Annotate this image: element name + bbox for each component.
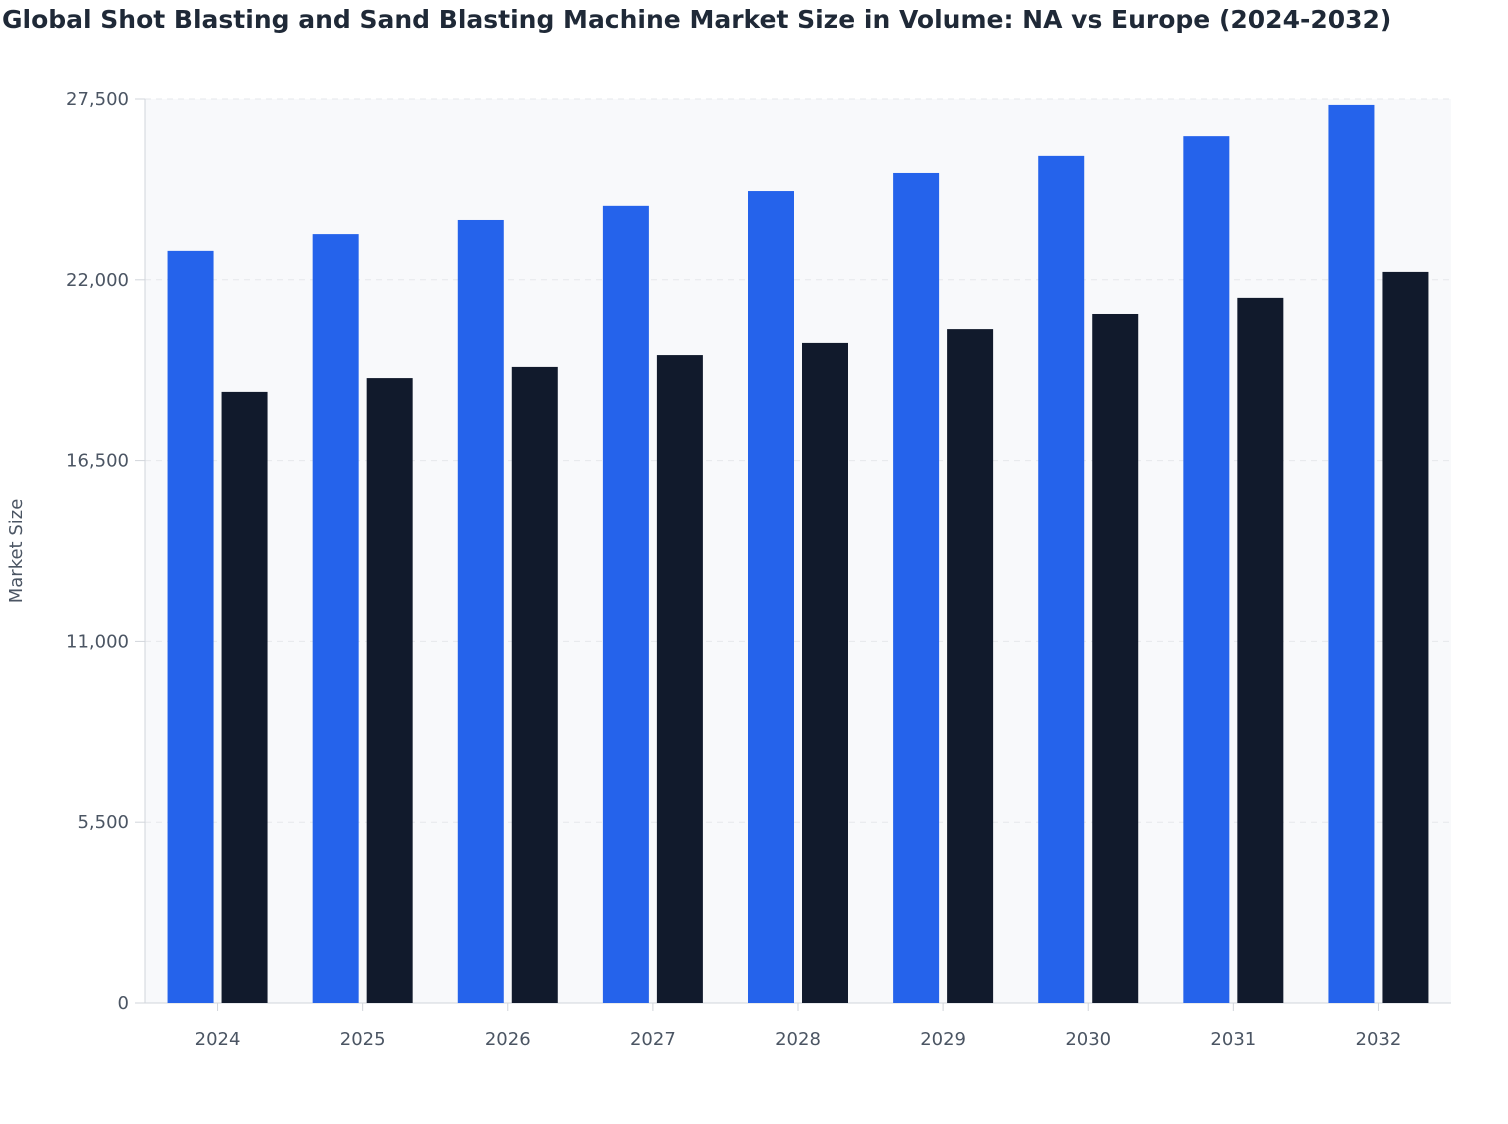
bar [1328,104,1375,1003]
chart-title: Global Shot Blasting and Sand Blasting M… [2,5,1391,34]
bar [947,329,994,1003]
bar [802,342,848,1003]
bar [457,219,504,1004]
bar [748,191,794,1003]
x-tick-label: 2031 [1210,1029,1256,1050]
y-axis-label: Market Size [6,499,27,604]
y-tick-label: 27,500 [66,89,129,110]
bar [602,205,649,1003]
y-tick-label: 16,500 [66,451,129,472]
x-tick-label: 2030 [1065,1029,1111,1050]
bar [656,355,703,1003]
y-tick-label: 11,000 [66,631,129,652]
plot-area [145,99,1451,1003]
bar [1183,136,1230,1003]
y-tick-label: 22,000 [66,270,129,291]
bar [1092,313,1139,1003]
bar [511,366,558,1003]
x-tick-label: 2027 [630,1029,676,1050]
x-tick-label: 2025 [340,1029,386,1050]
x-tick-label: 2024 [195,1029,241,1050]
y-tick-label: 0 [118,993,129,1014]
bar [1237,297,1284,1003]
x-tick-label: 2026 [485,1029,531,1050]
bar [167,250,214,1003]
bar [1382,271,1429,1004]
x-tick-label: 2028 [775,1029,821,1050]
bar [366,378,413,1003]
x-tick-label: 2032 [1356,1029,1402,1050]
y-tick-label: 5,500 [77,812,129,833]
bar [221,391,268,1003]
x-tick-label: 2029 [920,1029,966,1050]
bar [1038,155,1085,1003]
bar [312,234,359,1003]
bar [893,172,940,1004]
